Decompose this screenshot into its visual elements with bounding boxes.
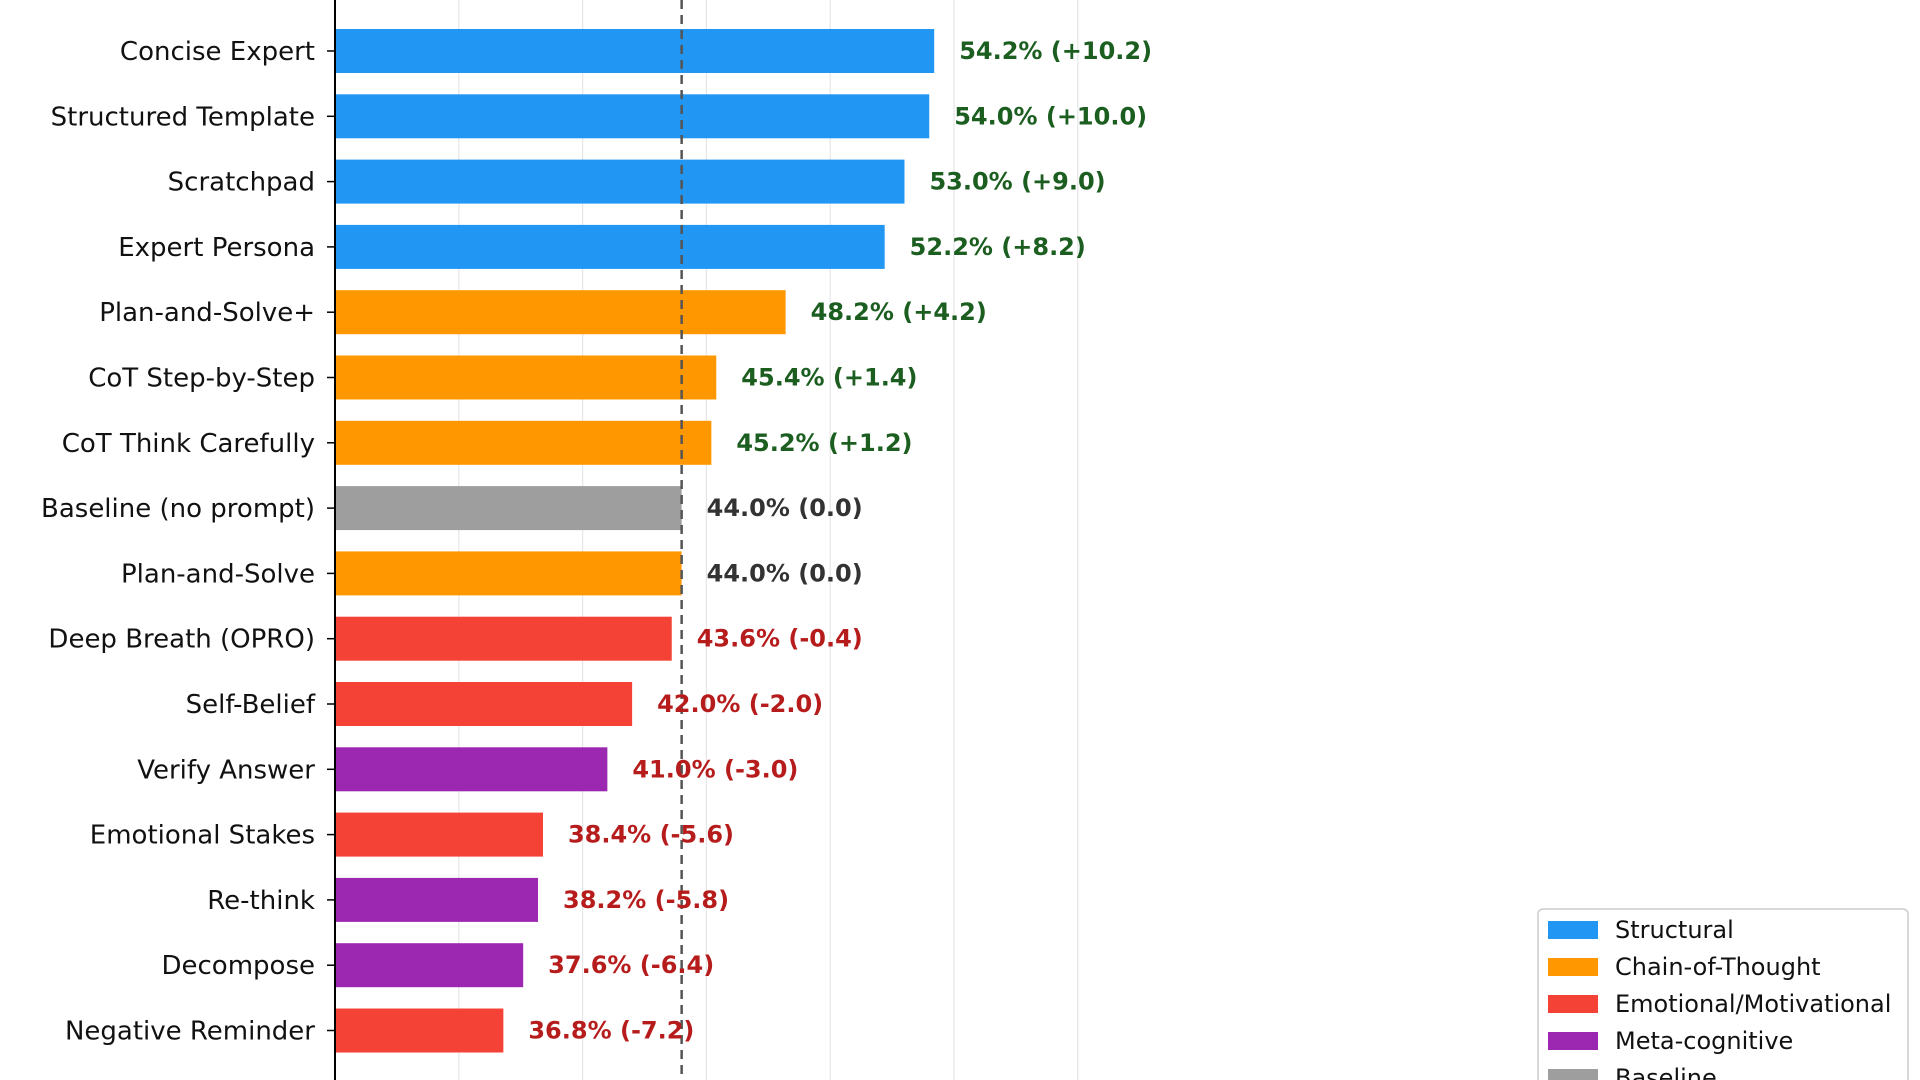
legend-label: Emotional/Motivational [1615, 990, 1891, 1018]
legend-swatch [1548, 1069, 1598, 1080]
bar [335, 616, 672, 661]
data-label: 41.0% (-3.0) [632, 755, 798, 783]
data-label: 45.4% (+1.4) [741, 364, 917, 392]
bar [335, 877, 539, 922]
category-label: Expert Persona [118, 233, 315, 263]
legend-label: Structural [1615, 916, 1734, 944]
bar [335, 224, 885, 269]
data-label: 43.6% (-0.4) [697, 625, 863, 653]
bar [335, 551, 682, 596]
legend-label: Chain-of-Thought [1615, 953, 1821, 981]
legend: Structural Chain-of-Thought Emotional/Moti… [1537, 908, 1909, 1080]
data-label: 54.0% (+10.0) [954, 102, 1147, 130]
bar [335, 29, 935, 73]
y-axis [327, 0, 336, 1080]
bars [335, 29, 935, 1053]
data-label: 36.8% (-7.2) [528, 1017, 694, 1045]
data-label: 53.0% (+9.0) [929, 168, 1105, 196]
legend-label: Meta-cognitive [1615, 1027, 1793, 1055]
category-label: Emotional Stakes [90, 821, 315, 851]
category-label: Deep Breath (OPRO) [48, 625, 315, 655]
data-label: 54.2% (+10.2) [959, 37, 1152, 65]
category-label: Structured Template [51, 102, 315, 132]
legend-swatch [1548, 995, 1598, 1013]
data-label: 38.4% (-5.6) [568, 821, 734, 849]
category-label: Baseline (no prompt) [41, 494, 315, 524]
bar [335, 943, 524, 988]
bar [335, 420, 712, 465]
data-label: 37.6% (-6.4) [548, 951, 714, 979]
category-label: Negative Reminder [65, 1017, 315, 1047]
category-label: Re-think [207, 886, 315, 916]
category-label: Scratchpad [168, 168, 315, 198]
data-label: 42.0% (-2.0) [657, 690, 823, 718]
bar [335, 747, 608, 792]
data-label: 44.0% (0.0) [707, 559, 863, 587]
data-label: 48.2% (+4.2) [811, 298, 987, 326]
legend-box [1537, 908, 1909, 1080]
legend-swatch [1548, 921, 1598, 939]
bar [335, 486, 682, 531]
bar [335, 1008, 504, 1053]
legend-swatch [1548, 958, 1598, 976]
category-label: Concise Expert [120, 37, 315, 67]
bar [335, 682, 633, 726]
category-label: CoT Think Carefully [62, 429, 315, 459]
bar [335, 94, 930, 139]
bar [335, 812, 543, 857]
data-label: 52.2% (+8.2) [910, 233, 1086, 261]
category-label: Self-Belief [186, 690, 316, 720]
data-label: 45.2% (+1.2) [736, 429, 912, 457]
legend-label: Baseline [1615, 1064, 1717, 1080]
category-label: Plan-and-Solve [121, 559, 315, 589]
category-label: Decompose [162, 951, 316, 981]
data-label: 44.0% (0.0) [707, 494, 863, 522]
category-label: Plan-and-Solve+ [99, 298, 315, 328]
data-label: 38.2% (-5.8) [563, 886, 729, 914]
bar [335, 159, 905, 204]
category-label: CoT Step-by-Step [88, 364, 315, 394]
labels: Concise Expert 54.2% (+10.2) Structured Te… [41, 37, 1152, 1047]
legend-swatch [1548, 1032, 1598, 1050]
bar [335, 355, 717, 400]
bar [335, 290, 786, 335]
category-label: Verify Answer [137, 755, 315, 785]
